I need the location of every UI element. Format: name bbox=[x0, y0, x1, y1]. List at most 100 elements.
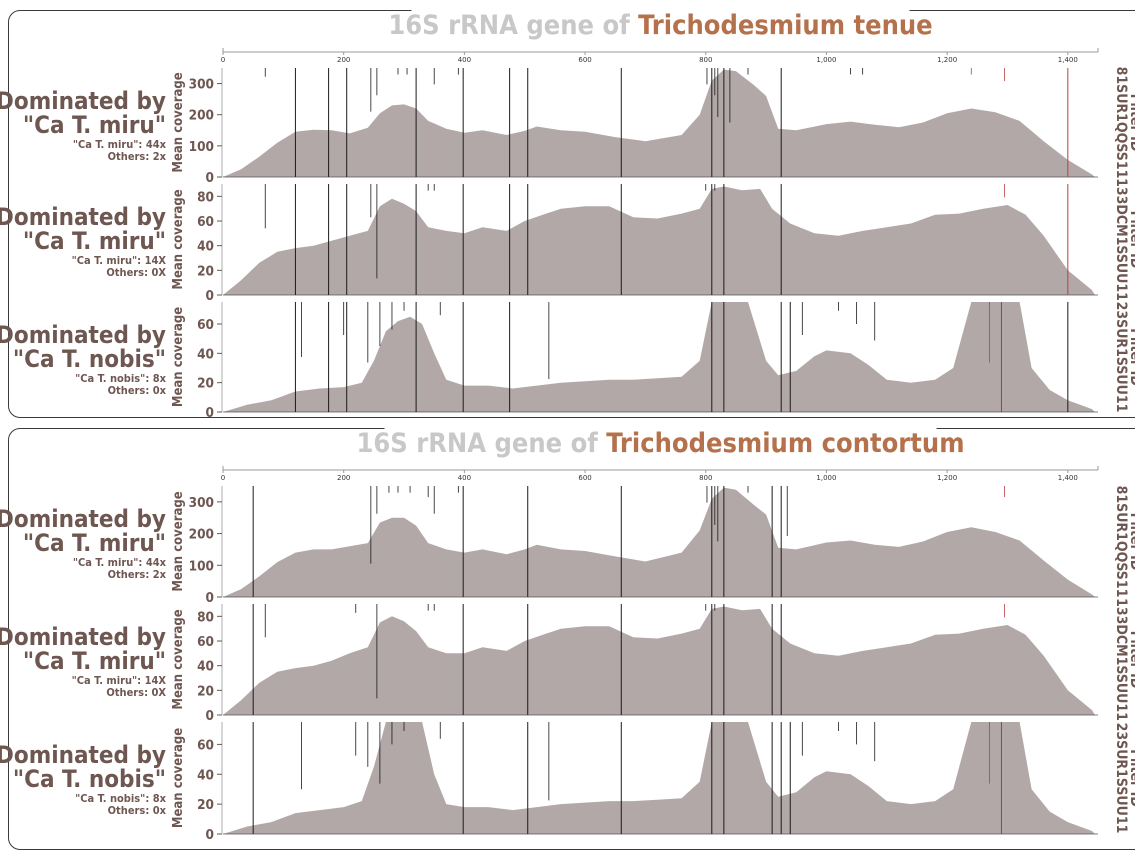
dominance-line-2: "Ca T. miru" bbox=[23, 529, 166, 557]
title-species: Trichodesmium tenue bbox=[638, 10, 932, 41]
y-tick-label: 60 bbox=[197, 634, 214, 650]
filter-id: 133DCM1SSUU11 bbox=[1113, 178, 1129, 301]
y-tick-label: 40 bbox=[197, 346, 214, 362]
dominance-label: Dominated by"Ca T. nobis""Ca T. nobis": … bbox=[0, 321, 167, 397]
y-tick-label: 0 bbox=[206, 590, 214, 606]
y-axis-label: Mean coverage bbox=[171, 609, 186, 709]
dominance-line-2: "Ca T. miru" bbox=[23, 647, 166, 675]
dominance-line-1: Dominated by bbox=[0, 623, 166, 651]
stat-primary: "Ca T. miru": 44x bbox=[73, 138, 167, 151]
x-tick-label: 800 bbox=[699, 474, 712, 482]
y-axis-label: Mean coverage bbox=[171, 189, 186, 289]
y-axis-label: Mean coverage bbox=[171, 72, 186, 172]
stat-others: Others: 2x bbox=[108, 150, 167, 163]
y-tick-label: 20 bbox=[197, 683, 214, 699]
y-tick-label: 0 bbox=[206, 288, 214, 304]
y-tick-label: 0 bbox=[206, 827, 214, 843]
y-tick-label: 100 bbox=[189, 139, 214, 155]
filter-id-label: Filter ID bbox=[1127, 211, 1135, 269]
x-tick-label: 0 bbox=[221, 56, 225, 64]
stat-primary: "Ca T. miru": 14X bbox=[72, 254, 167, 267]
stat-primary: "Ca T. miru": 44x bbox=[73, 556, 167, 569]
x-tick-label: 1,000 bbox=[816, 474, 836, 482]
y-axis-label: Mean coverage bbox=[171, 491, 186, 591]
stat-others: Others: 0X bbox=[106, 266, 166, 279]
stat-primary: "Ca T. nobis": 8x bbox=[75, 372, 166, 385]
dominance-line-1: Dominated by bbox=[0, 203, 166, 231]
y-tick-label: 20 bbox=[197, 797, 214, 813]
coverage-area bbox=[223, 69, 1095, 177]
y-tick-label: 200 bbox=[189, 108, 214, 124]
x-tick-label: 1,000 bbox=[816, 56, 836, 64]
x-tick-label: 200 bbox=[337, 474, 350, 482]
dominance-label: Dominated by"Ca T. miru""Ca T. miru": 44… bbox=[0, 87, 167, 163]
dominance-line-2: "Ca T. miru" bbox=[23, 227, 166, 255]
x-tick-label: 600 bbox=[578, 56, 591, 64]
y-axis-label: Mean coverage bbox=[171, 307, 186, 407]
x-tick-label: 200 bbox=[337, 56, 350, 64]
coverage-area bbox=[223, 606, 1095, 715]
y-axis-label: Mean coverage bbox=[171, 728, 186, 828]
dominance-label: Dominated by"Ca T. nobis""Ca T. nobis": … bbox=[0, 741, 167, 817]
title-species: Trichodesmium contortum bbox=[606, 428, 964, 459]
dominance-line-2: "Ca T. miru" bbox=[23, 111, 166, 139]
filter-id-label: Filter ID bbox=[1127, 94, 1135, 152]
panel-title-text: 16S rRNA gene of Trichodesmium contortum bbox=[356, 428, 964, 459]
filter-id-label: Filter ID bbox=[1127, 328, 1135, 386]
dominance-label: Dominated by"Ca T. miru""Ca T. miru": 14… bbox=[0, 203, 166, 279]
y-tick-label: 0 bbox=[206, 708, 214, 724]
y-tick-label: 80 bbox=[197, 189, 214, 205]
y-tick-label: 20 bbox=[197, 376, 214, 392]
y-tick-label: 300 bbox=[189, 77, 214, 93]
title-backing bbox=[384, 428, 937, 458]
stat-others: Others: 0x bbox=[108, 384, 167, 397]
dominance-line-1: Dominated by bbox=[0, 741, 166, 769]
panel-title: 16S rRNA gene of Trichodesmium tenue bbox=[388, 10, 933, 41]
x-tick-label: 800 bbox=[699, 56, 712, 64]
dominance-line-2: "Ca T. nobis" bbox=[13, 765, 166, 793]
title-prefix: 16S rRNA gene of bbox=[356, 428, 606, 459]
filter-id: 23SUR1SSUU11 bbox=[1113, 302, 1129, 413]
coverage-area bbox=[223, 302, 1095, 412]
y-tick-label: 80 bbox=[197, 609, 214, 625]
x-tick-label: 400 bbox=[458, 56, 471, 64]
filter-id-label: Filter ID bbox=[1127, 631, 1135, 689]
dominance-line-2: "Ca T. nobis" bbox=[13, 345, 166, 373]
coverage-area bbox=[223, 722, 1095, 834]
y-tick-label: 0 bbox=[206, 170, 214, 186]
coverage-area bbox=[223, 186, 1095, 295]
dominance-label: Dominated by"Ca T. miru""Ca T. miru": 44… bbox=[0, 505, 167, 581]
y-tick-label: 40 bbox=[197, 239, 214, 255]
x-tick-label: 400 bbox=[458, 474, 471, 482]
filter-id-label: Filter ID bbox=[1127, 513, 1135, 571]
dominance-line-1: Dominated by bbox=[0, 87, 166, 115]
coverage-area bbox=[223, 487, 1095, 597]
filter-id: 81SUR1QQSS11 bbox=[1113, 486, 1129, 598]
filter-id: 81SUR1QQSS11 bbox=[1113, 67, 1129, 179]
y-tick-label: 40 bbox=[197, 767, 214, 783]
panel-title: 16S rRNA gene of Trichodesmium contortum bbox=[356, 428, 965, 459]
x-tick-label: 600 bbox=[578, 474, 591, 482]
y-tick-label: 0 bbox=[206, 405, 214, 421]
filter-id-label: Filter ID bbox=[1127, 749, 1135, 807]
y-tick-label: 200 bbox=[189, 527, 214, 543]
stat-primary: "Ca T. nobis": 8x bbox=[75, 792, 166, 805]
stat-others: Others: 0X bbox=[106, 686, 166, 699]
x-tick-label: 0 bbox=[221, 474, 225, 482]
x-tick-label: 1,200 bbox=[937, 474, 957, 482]
filter-id: 23SUR1SSUU11 bbox=[1113, 723, 1129, 834]
stat-primary: "Ca T. miru": 14X bbox=[72, 674, 167, 687]
y-tick-label: 100 bbox=[189, 558, 214, 574]
y-tick-label: 300 bbox=[189, 495, 214, 511]
y-tick-label: 60 bbox=[197, 737, 214, 753]
y-tick-label: 60 bbox=[197, 317, 214, 333]
stat-others: Others: 2x bbox=[108, 568, 167, 581]
title-backing bbox=[411, 10, 910, 40]
dominance-line-1: Dominated by bbox=[0, 505, 166, 533]
x-tick-label: 1,400 bbox=[1058, 474, 1078, 482]
filter-id: 133DCM1SSUU11 bbox=[1113, 598, 1129, 721]
title-prefix: 16S rRNA gene of bbox=[388, 10, 638, 41]
y-tick-label: 20 bbox=[197, 263, 214, 279]
panel-title-text: 16S rRNA gene of Trichodesmium tenue bbox=[388, 10, 932, 41]
